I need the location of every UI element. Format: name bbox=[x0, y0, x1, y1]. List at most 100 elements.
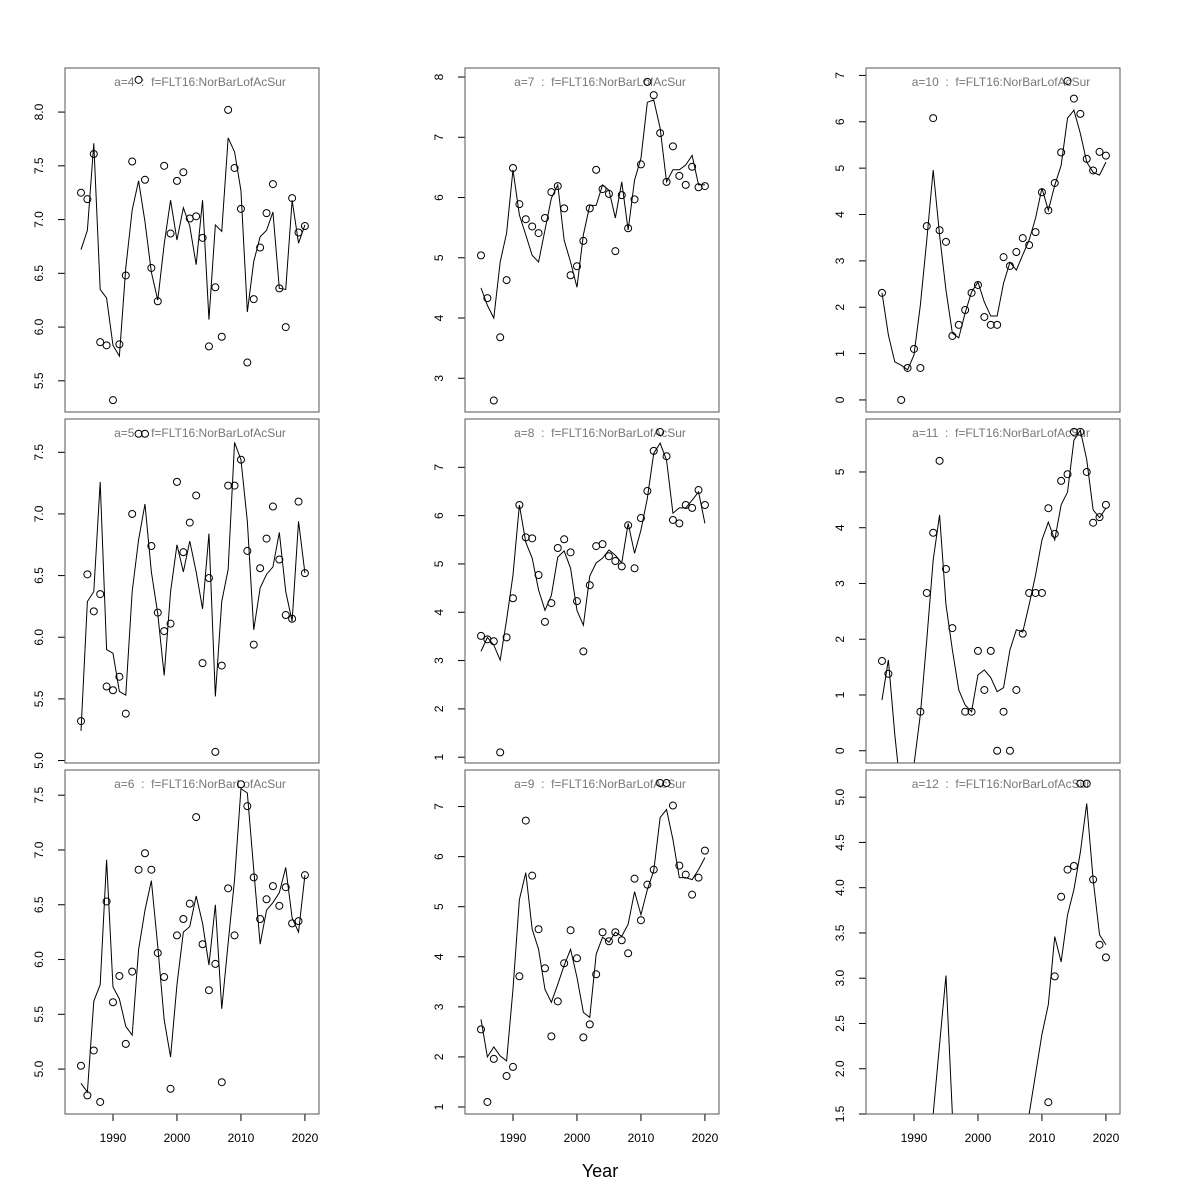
data-point bbox=[604, 937, 613, 946]
data-point bbox=[281, 883, 290, 892]
data-point bbox=[1057, 476, 1066, 485]
data-point bbox=[572, 597, 581, 606]
data-point bbox=[935, 456, 944, 465]
x-tick-label: 2000 bbox=[164, 1131, 191, 1145]
data-point bbox=[528, 871, 537, 880]
panel-frame bbox=[464, 67, 720, 413]
data-point bbox=[268, 502, 277, 511]
data-point bbox=[102, 341, 111, 350]
data-point bbox=[540, 214, 549, 223]
y-tick-label: 2 bbox=[432, 1053, 446, 1060]
data-point bbox=[688, 890, 697, 899]
data-point bbox=[675, 171, 684, 180]
data-point bbox=[230, 163, 239, 172]
plot-area bbox=[476, 779, 709, 1106]
y-tick-label: 7 bbox=[432, 464, 446, 471]
y-tick-label: 7 bbox=[833, 72, 847, 79]
data-point bbox=[624, 521, 633, 530]
y-tick-label: 5.5 bbox=[32, 372, 46, 389]
y-tick-label: 2 bbox=[833, 304, 847, 311]
data-point bbox=[166, 229, 175, 238]
panel-frame bbox=[64, 769, 320, 1115]
x-tick-label: 2020 bbox=[692, 1131, 719, 1145]
data-point bbox=[611, 557, 620, 566]
data-point bbox=[1031, 228, 1040, 237]
panel: a=7 : f=FLT16:NorBarLofAcSur 3 4 5 6 7 8 bbox=[432, 67, 720, 413]
data-point bbox=[128, 157, 137, 166]
data-point bbox=[476, 251, 485, 260]
panel: a=12 : f=FLT16:NorBarLofAcSur 1.5 2.0 2.5 3.… bbox=[833, 769, 1121, 1145]
data-point bbox=[166, 1084, 175, 1093]
data-point bbox=[534, 925, 543, 934]
data-point bbox=[476, 1025, 485, 1034]
data-point bbox=[929, 114, 938, 123]
data-point bbox=[489, 396, 498, 405]
data-point bbox=[630, 874, 639, 883]
data-point bbox=[675, 861, 684, 870]
y-tick-label: 1 bbox=[833, 691, 847, 698]
data-point bbox=[528, 222, 537, 231]
data-point bbox=[134, 75, 143, 84]
data-point bbox=[700, 846, 709, 855]
data-point bbox=[993, 746, 1002, 755]
data-point bbox=[1018, 234, 1027, 243]
data-point bbox=[128, 967, 137, 976]
panel-title: a=8 : f=FLT16:NorBarLofAcSur bbox=[514, 426, 686, 440]
x-tick-label: 2010 bbox=[628, 1131, 655, 1145]
data-point bbox=[1057, 148, 1066, 157]
data-point bbox=[916, 363, 925, 372]
data-point bbox=[249, 295, 258, 304]
data-point bbox=[256, 564, 265, 573]
data-point bbox=[617, 936, 626, 945]
y-tick-label: 5 bbox=[833, 468, 847, 475]
data-point bbox=[528, 534, 537, 543]
x-axis-label: Year bbox=[582, 1161, 618, 1181]
data-point bbox=[476, 631, 485, 640]
data-point bbox=[1044, 1098, 1053, 1107]
data-point bbox=[668, 515, 677, 524]
data-point bbox=[160, 627, 169, 636]
data-point bbox=[1069, 861, 1078, 870]
data-point bbox=[224, 481, 233, 490]
data-point bbox=[636, 160, 645, 169]
x-tick-label: 2020 bbox=[292, 1131, 319, 1145]
data-point bbox=[1044, 206, 1053, 215]
panel-title: a=6 : f=FLT16:NorBarLofAcSur bbox=[114, 777, 286, 791]
data-point bbox=[521, 215, 530, 224]
panel-title: a=7 : f=FLT16:NorBarLofAcSur bbox=[514, 75, 686, 89]
data-point bbox=[268, 180, 277, 189]
data-point bbox=[922, 222, 931, 231]
data-point bbox=[243, 802, 252, 811]
data-point bbox=[230, 481, 239, 490]
y-tick-label: 6.5 bbox=[32, 265, 46, 282]
data-point bbox=[688, 503, 697, 512]
data-point bbox=[204, 986, 213, 995]
plot-area bbox=[76, 429, 309, 756]
x-tick-label: 1990 bbox=[901, 1131, 928, 1145]
data-point bbox=[502, 276, 511, 285]
data-point bbox=[649, 91, 658, 100]
data-point bbox=[547, 188, 556, 197]
panel-frame bbox=[64, 67, 320, 413]
panel-frame bbox=[464, 769, 720, 1115]
data-point bbox=[579, 647, 588, 656]
y-tick-label: 3 bbox=[432, 375, 446, 382]
data-point bbox=[617, 191, 626, 200]
data-point bbox=[134, 429, 143, 438]
data-point bbox=[224, 884, 233, 893]
data-point bbox=[681, 180, 690, 189]
data-point bbox=[1025, 588, 1034, 597]
data-point bbox=[1025, 241, 1034, 250]
y-tick-label: 5 bbox=[833, 164, 847, 171]
data-point bbox=[83, 195, 92, 204]
data-point bbox=[224, 105, 233, 114]
data-point bbox=[217, 332, 226, 341]
data-point bbox=[256, 914, 265, 923]
data-point bbox=[1012, 248, 1021, 257]
data-point bbox=[903, 363, 912, 372]
fitted-line bbox=[913, 803, 1107, 1114]
data-point bbox=[275, 901, 284, 910]
data-point bbox=[553, 182, 562, 191]
